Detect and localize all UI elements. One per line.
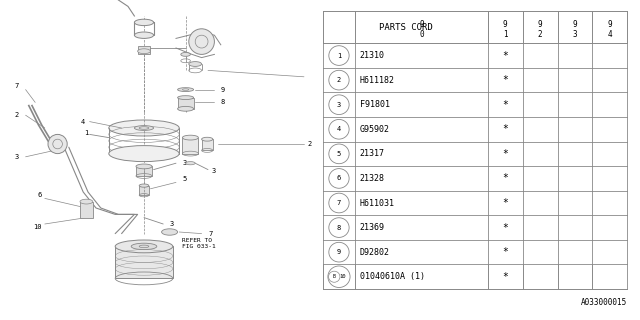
Text: 01040610A (1): 01040610A (1) (360, 272, 424, 281)
Ellipse shape (186, 162, 195, 165)
Text: *: * (502, 173, 508, 183)
Ellipse shape (134, 32, 154, 38)
Ellipse shape (115, 240, 173, 253)
Ellipse shape (109, 120, 179, 136)
Text: 3: 3 (337, 102, 341, 108)
Circle shape (48, 134, 67, 154)
Text: *: * (502, 100, 508, 110)
Ellipse shape (162, 229, 178, 235)
Bar (140, 186, 149, 195)
Text: *: * (502, 247, 508, 257)
Text: 6: 6 (37, 192, 42, 198)
Ellipse shape (136, 164, 152, 169)
Ellipse shape (134, 19, 154, 26)
Text: 3: 3 (182, 160, 187, 166)
Ellipse shape (134, 125, 154, 131)
Text: 6: 6 (337, 175, 341, 181)
Bar (202, 139, 212, 150)
Text: 21369: 21369 (360, 223, 385, 232)
Text: *: * (502, 51, 508, 60)
Ellipse shape (131, 243, 157, 250)
Text: REFER TO
FIG 033-1: REFER TO FIG 033-1 (182, 238, 216, 249)
Text: 9: 9 (221, 87, 225, 92)
Text: A033000015: A033000015 (581, 299, 627, 308)
Bar (182, 138, 198, 154)
Text: 2: 2 (538, 30, 543, 39)
Text: 2: 2 (15, 112, 19, 118)
Text: 4: 4 (607, 30, 612, 39)
Text: 9: 9 (503, 20, 508, 29)
Circle shape (189, 29, 214, 54)
Text: 4: 4 (81, 119, 85, 124)
Text: 9: 9 (419, 20, 424, 29)
Ellipse shape (202, 137, 212, 141)
Text: PARTS CORD: PARTS CORD (379, 23, 433, 32)
Text: 21310: 21310 (360, 51, 385, 60)
Text: 7: 7 (15, 84, 19, 89)
Ellipse shape (189, 61, 202, 67)
Text: 7: 7 (337, 200, 341, 206)
Text: 3: 3 (573, 30, 577, 39)
Text: 2: 2 (337, 77, 341, 83)
Text: F91801: F91801 (360, 100, 390, 109)
Text: 21328: 21328 (360, 174, 385, 183)
Text: 7: 7 (208, 231, 212, 236)
Text: D92802: D92802 (360, 248, 390, 257)
Text: 2: 2 (307, 141, 312, 147)
Bar (138, 46, 150, 54)
Text: 10: 10 (340, 274, 346, 279)
Text: 3: 3 (15, 154, 19, 160)
Text: *: * (502, 198, 508, 208)
Text: H611031: H611031 (360, 198, 395, 207)
Ellipse shape (178, 106, 194, 111)
Text: 8: 8 (221, 100, 225, 105)
Ellipse shape (109, 146, 179, 162)
Text: 21317: 21317 (360, 149, 385, 158)
Bar (115, 246, 173, 278)
Text: 1: 1 (337, 52, 341, 59)
Text: *: * (502, 223, 508, 233)
Text: 9: 9 (538, 20, 543, 29)
Text: 3: 3 (170, 221, 174, 227)
Bar (80, 202, 93, 218)
Text: *: * (502, 75, 508, 85)
Text: 1: 1 (84, 130, 88, 136)
Text: H611182: H611182 (360, 76, 395, 84)
Text: *: * (502, 124, 508, 134)
Bar (178, 98, 194, 109)
Text: *: * (502, 149, 508, 159)
Ellipse shape (178, 88, 194, 92)
Ellipse shape (80, 199, 93, 204)
Ellipse shape (138, 49, 150, 53)
Ellipse shape (182, 135, 198, 140)
Text: 5: 5 (337, 151, 341, 157)
Text: 9: 9 (573, 20, 577, 29)
Text: *: * (502, 272, 508, 282)
Text: 9: 9 (607, 20, 612, 29)
Text: 0: 0 (419, 30, 424, 39)
Text: G95902: G95902 (360, 125, 390, 134)
Text: 4: 4 (337, 126, 341, 132)
Text: B: B (333, 274, 335, 279)
Text: 9: 9 (337, 249, 341, 255)
Text: 5: 5 (182, 176, 187, 182)
Text: 8: 8 (337, 225, 341, 231)
Bar (136, 166, 152, 176)
Ellipse shape (178, 96, 194, 100)
Text: 3: 3 (211, 168, 216, 174)
Ellipse shape (140, 184, 149, 187)
Text: 1: 1 (503, 30, 508, 39)
Text: 10: 10 (33, 224, 42, 230)
Ellipse shape (180, 52, 191, 56)
